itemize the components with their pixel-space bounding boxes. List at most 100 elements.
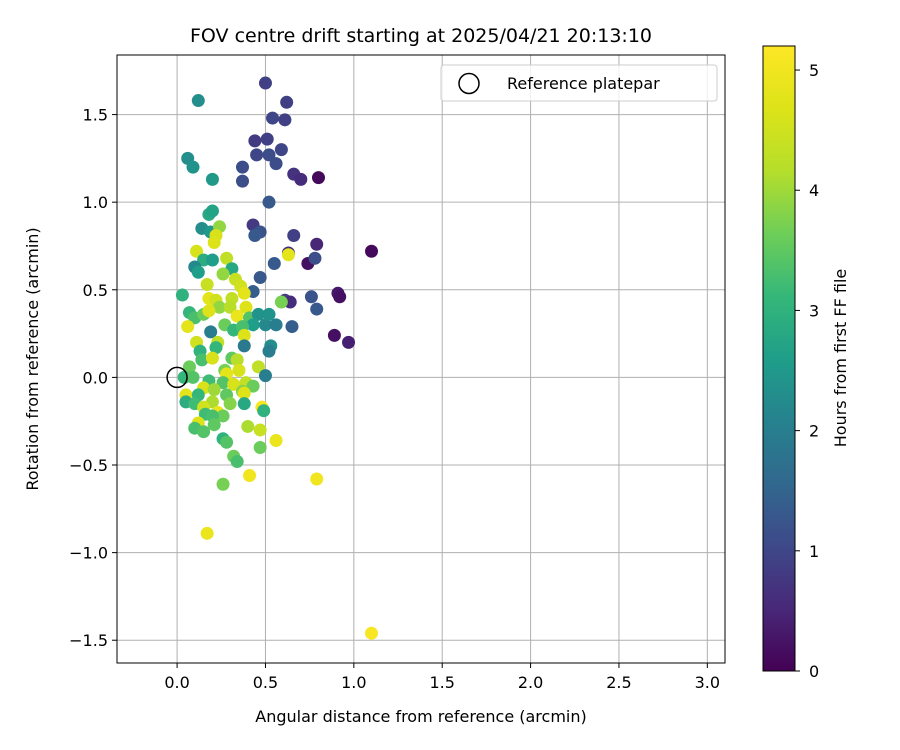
y-axis-ticks: −1.5 −1.0 −0.5 0.0 0.5 1.0 1.5 bbox=[69, 106, 117, 650]
data-point bbox=[181, 320, 195, 334]
plot-frame bbox=[116, 54, 726, 664]
data-point bbox=[205, 172, 219, 186]
data-point bbox=[251, 307, 265, 321]
data-point bbox=[310, 237, 324, 251]
data-point bbox=[280, 95, 294, 109]
data-point bbox=[227, 377, 241, 391]
data-point bbox=[175, 288, 189, 302]
data-point bbox=[223, 397, 237, 411]
data-point bbox=[248, 228, 262, 242]
reference-platepar-marker bbox=[166, 366, 188, 389]
data-point bbox=[237, 286, 251, 300]
colorbar-tick-label: 0 bbox=[809, 662, 819, 681]
colorbar-tick-label: 2 bbox=[809, 422, 819, 441]
data-point bbox=[243, 469, 257, 483]
y-tick-label: −1.0 bbox=[69, 544, 108, 563]
data-point bbox=[311, 171, 325, 185]
data-point bbox=[235, 174, 249, 188]
data-point bbox=[327, 328, 341, 342]
data-point bbox=[237, 339, 251, 353]
data-point bbox=[266, 111, 280, 125]
data-point bbox=[246, 318, 260, 332]
colorbar-tick-label: 5 bbox=[809, 61, 819, 80]
data-point bbox=[304, 290, 318, 304]
data-point bbox=[209, 341, 223, 355]
colorbar-tick-label: 3 bbox=[809, 301, 819, 320]
data-point bbox=[186, 160, 200, 174]
y-tick-label: −1.5 bbox=[69, 631, 108, 650]
data-point bbox=[186, 370, 200, 384]
y-tick-label: 0.5 bbox=[83, 281, 108, 300]
data-point bbox=[191, 265, 205, 279]
data-point bbox=[237, 397, 251, 411]
data-point bbox=[197, 425, 211, 439]
legend-label: Reference platepar bbox=[507, 74, 660, 93]
data-point bbox=[258, 318, 272, 332]
colorbar: 0 1 2 3 4 5 Hours from first FF file bbox=[762, 45, 850, 681]
data-point bbox=[230, 309, 244, 323]
data-point bbox=[278, 113, 292, 127]
data-point bbox=[258, 76, 272, 90]
y-tick-label: 0.0 bbox=[83, 368, 108, 387]
data-point bbox=[287, 228, 301, 242]
colorbar-ticks: 0 1 2 3 4 5 bbox=[795, 61, 819, 681]
data-point bbox=[204, 325, 218, 339]
data-point bbox=[207, 235, 221, 249]
data-point bbox=[281, 248, 295, 262]
data-point bbox=[216, 409, 230, 423]
data-point bbox=[207, 383, 221, 397]
data-point bbox=[205, 253, 219, 267]
data-point bbox=[269, 433, 283, 447]
y-axis-label: Rotation from reference (arcmin) bbox=[23, 227, 42, 490]
data-point bbox=[257, 404, 271, 418]
x-axis-ticks: 0.0 0.5 1.0 1.5 2.0 2.5 3.0 bbox=[164, 663, 720, 692]
data-point bbox=[216, 267, 230, 281]
data-point bbox=[274, 295, 288, 309]
colorbar-gradient bbox=[762, 45, 796, 672]
data-point bbox=[262, 307, 276, 321]
data-point bbox=[205, 204, 219, 218]
legend-marker-icon bbox=[458, 72, 480, 95]
x-axis-label: Angular distance from reference (arcmin) bbox=[255, 707, 586, 726]
data-point bbox=[253, 423, 267, 437]
data-point bbox=[333, 290, 347, 304]
data-point bbox=[251, 360, 265, 374]
data-point bbox=[190, 244, 204, 258]
data-point bbox=[250, 148, 264, 162]
data-point bbox=[191, 94, 205, 108]
data-point bbox=[260, 132, 274, 146]
data-point bbox=[232, 363, 246, 377]
y-tick-label: 1.5 bbox=[83, 106, 108, 125]
data-point bbox=[237, 386, 251, 400]
data-point bbox=[253, 440, 267, 454]
data-point bbox=[216, 477, 230, 491]
data-point bbox=[269, 318, 283, 332]
colorbar-tick-label: 1 bbox=[809, 542, 819, 561]
data-point bbox=[294, 172, 308, 186]
data-point bbox=[235, 160, 249, 174]
colorbar-tick-label: 4 bbox=[809, 181, 819, 200]
data-point bbox=[207, 418, 221, 432]
x-tick-label: 3.0 bbox=[695, 673, 720, 692]
data-point bbox=[195, 353, 209, 367]
data-point bbox=[237, 328, 251, 342]
data-point bbox=[182, 360, 196, 374]
data-point bbox=[213, 300, 227, 314]
x-tick-label: 1.0 bbox=[341, 673, 366, 692]
data-point bbox=[230, 455, 244, 469]
data-point bbox=[262, 195, 276, 209]
data-point bbox=[365, 244, 379, 258]
data-point bbox=[342, 335, 356, 349]
x-tick-label: 2.5 bbox=[606, 673, 631, 692]
data-point bbox=[220, 435, 234, 449]
data-point bbox=[205, 351, 219, 365]
data-point bbox=[310, 302, 324, 316]
legend: Reference platepar bbox=[440, 64, 718, 102]
data-point bbox=[200, 278, 214, 292]
x-tick-label: 2.0 bbox=[518, 673, 543, 692]
data-point bbox=[274, 143, 288, 157]
x-tick-label: 1.5 bbox=[429, 673, 454, 692]
data-point bbox=[200, 526, 214, 540]
legend-box bbox=[440, 64, 718, 102]
